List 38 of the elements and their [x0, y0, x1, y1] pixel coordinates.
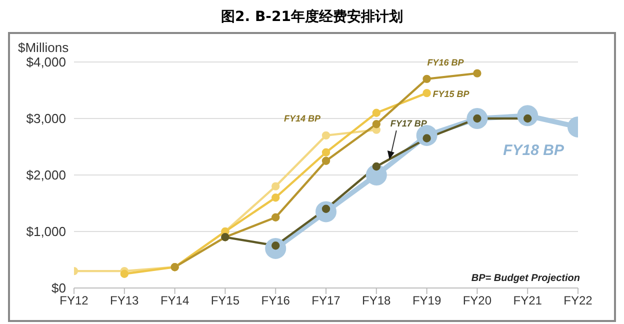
- chart-title: 图2. B-21年度经费安排计划: [220, 8, 404, 27]
- x-tick-label: FY16: [261, 294, 290, 308]
- point: [272, 194, 280, 202]
- x-tick-label: FY20: [462, 294, 492, 308]
- point: [322, 156, 330, 165]
- point: [272, 213, 280, 222]
- series-label: FY18 BP: [503, 142, 565, 159]
- x-tick-label: FY18: [362, 294, 392, 308]
- x-tick-label: FY21: [513, 294, 542, 308]
- point: [322, 148, 330, 156]
- point: [120, 270, 128, 278]
- series-label: FY17 BP: [390, 118, 428, 129]
- point: [372, 162, 380, 171]
- point: [372, 120, 380, 128]
- x-tick-label: FY13: [110, 294, 140, 308]
- y-tick-label: $3,000: [26, 111, 66, 126]
- y-tick-label: $2,000: [26, 168, 66, 183]
- point: [422, 74, 431, 84]
- y-tick-label: $4,000: [26, 54, 66, 70]
- point: [366, 164, 387, 186]
- y-tick-label: $0: [52, 280, 66, 296]
- point: [322, 131, 330, 140]
- point: [372, 108, 380, 117]
- point: [473, 69, 482, 78]
- x-tick-label: FY19: [412, 294, 442, 308]
- x-tick-label: FY12: [60, 294, 89, 308]
- x-tick-label: FY14: [160, 294, 190, 308]
- point: [272, 182, 280, 190]
- y-axis-title: $Millions: [18, 40, 69, 55]
- series-label: FY14 BP: [284, 113, 322, 124]
- y-tick-label: $1,000: [26, 224, 66, 240]
- x-tick-label: FY22: [564, 294, 593, 308]
- x-tick-label: FY15: [210, 294, 240, 308]
- point: [422, 88, 431, 98]
- series-label: FY15 BP: [432, 89, 470, 100]
- x-tick-label: FY17: [312, 294, 341, 308]
- annotation: BP= Budget Projection: [471, 273, 580, 284]
- series-label: FY16 BP: [427, 57, 465, 68]
